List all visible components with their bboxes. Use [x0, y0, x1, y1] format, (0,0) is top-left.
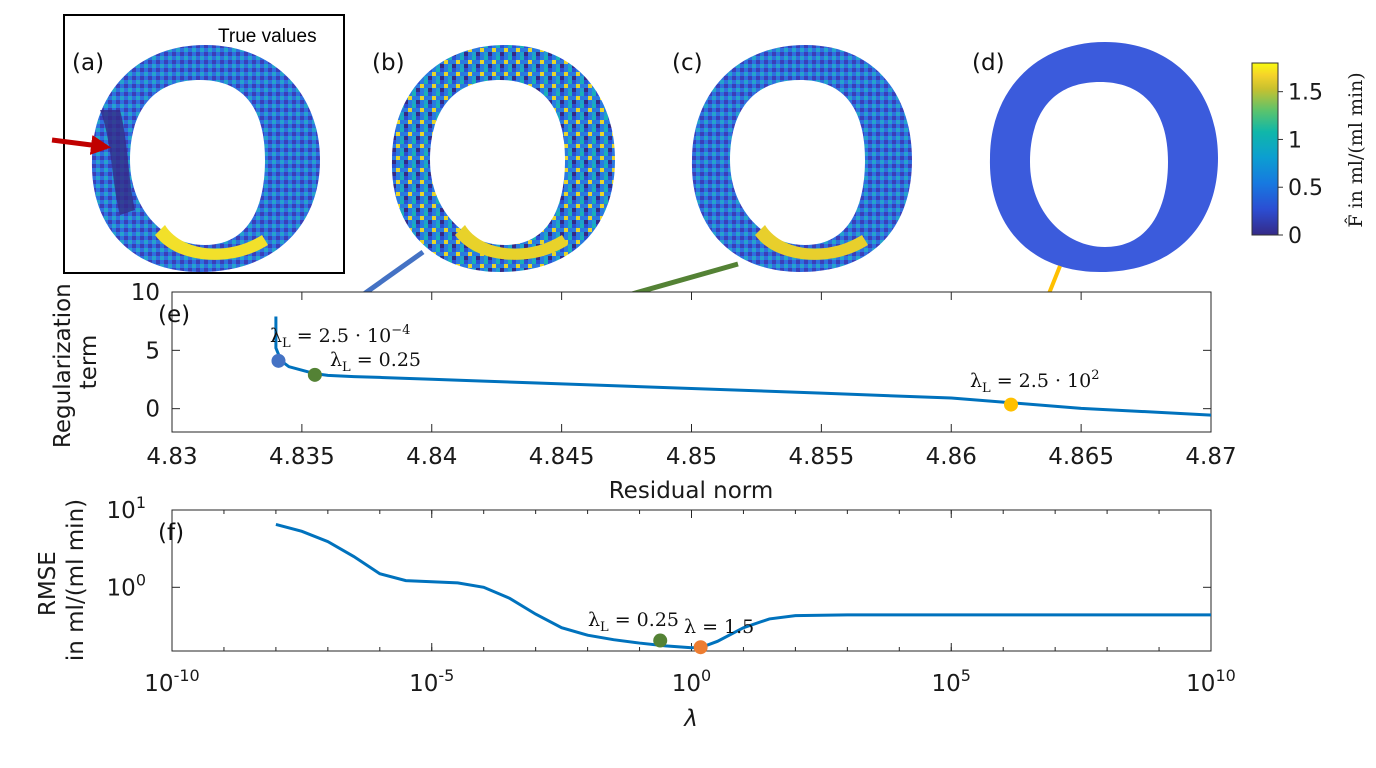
chart-e-xtick-label: 4.84: [406, 444, 457, 470]
chart-e-curve: [274, 316, 1212, 417]
ring-a-hot-region: [155, 225, 268, 260]
chart-f-marker-1: [653, 633, 668, 648]
panel-a: (a) True values: [51, 14, 345, 274]
panel-label-f: (f): [158, 520, 184, 546]
annotation-e-marker2: λL = 0.25: [330, 349, 421, 375]
chart-f-ytick-label: 101: [107, 493, 146, 524]
chart-e-ytick-label: 5: [145, 338, 160, 364]
panel-label-e: (e): [158, 302, 190, 328]
chart-f-axes: [171, 509, 1212, 652]
chart-e-ylabel-line2: term: [76, 335, 102, 390]
chart-e-xtick-label: 4.865: [1048, 444, 1114, 470]
chart-e-ytick-label: 10: [131, 280, 160, 306]
chart-e-marker-1: [271, 353, 286, 368]
ring-b: [391, 45, 615, 272]
chart-e-xtick-label: 4.835: [269, 444, 335, 470]
panel-b: (b): [372, 45, 615, 272]
panel-label-a: (a): [72, 50, 104, 76]
panel-c: (c): [672, 45, 912, 272]
chart-f-ytick-label: 100: [107, 570, 146, 601]
chart-e-xtick-label: 4.83: [146, 444, 197, 470]
chart-f-marker-2: [693, 640, 708, 655]
chart-f-curve: [275, 523, 1211, 650]
annotation-f-marker1: λL = 0.25: [588, 609, 679, 635]
chart-e-ylabel-line1: Regularization: [50, 283, 76, 448]
chart-f: 10-10 10-5 100 105 1010 101 100 (f) λ RMSE in …: [35, 493, 1236, 732]
colorbar-label: F̂ in ml/(ml min): [1345, 72, 1367, 227]
ring-c: [691, 45, 912, 272]
chart-e: 4.83 4.835 4.84 4.845 4.85 4.855 4.86 4.865 4.87…: [50, 276, 1237, 504]
chart-f-ylabel: RMSE in ml/(ml min): [35, 499, 89, 661]
chart-e-marker-2: [307, 367, 322, 382]
chart-f-ylabel-line2: in ml/(ml min): [63, 499, 89, 661]
chart-f-xtick-label: 10-10: [144, 666, 199, 697]
red-arrow: [51, 135, 111, 155]
colorbar-tick-label: 1: [1288, 128, 1302, 153]
colorbar-tick-label: 0: [1288, 224, 1302, 249]
panel-label-d: (d): [972, 50, 1005, 76]
chart-e-ylabel: Regularization term: [50, 276, 102, 448]
colorbar: 0 0.5 1 1.5 F̂ in ml/(ml min): [1251, 62, 1367, 249]
chart-f-xtick-label: 100: [672, 666, 711, 697]
chart-e-xtick-label: 4.86: [926, 444, 977, 470]
ring-b-hot-region: [455, 225, 568, 260]
ring-d: [989, 42, 1218, 272]
colorbar-gradient: [1251, 62, 1279, 236]
chart-e-xlabel: Residual norm: [609, 478, 774, 504]
annotation-e-marker3: λL = 2.5 · 102: [970, 368, 1099, 396]
chart-f-xtick-label: 105: [932, 666, 971, 697]
chart-e-xtick-label: 4.87: [1185, 444, 1236, 470]
annotation-f-marker2: λ = 1.5: [684, 616, 754, 638]
panel-d: (d): [972, 42, 1218, 272]
annotation-e-marker1: λL = 2.5 · 10−4: [270, 323, 410, 351]
colorbar-tick-label: 1.5: [1288, 81, 1323, 106]
panel-label-c: (c): [672, 50, 703, 76]
chart-f-ylabel-line1: RMSE: [35, 551, 61, 616]
chart-f-xtick-label: 10-5: [409, 666, 454, 697]
chart-e-axes: [171, 291, 1212, 433]
chart-f-xtick-label: 1010: [1186, 666, 1236, 697]
ring-true-values: [91, 45, 320, 272]
colorbar-tick-label: 0.5: [1288, 176, 1323, 201]
chart-e-xtick-label: 4.85: [666, 444, 717, 470]
ring-c-hot-region: [755, 225, 868, 260]
chart-f-xlabel: λ: [682, 706, 698, 732]
panel-label-b: (b): [372, 50, 405, 76]
chart-e-ytick-label: 0: [145, 397, 160, 423]
chart-e-xtick-label: 4.845: [529, 444, 595, 470]
true-values-label: True values: [218, 26, 317, 47]
chart-e-marker-3: [1003, 397, 1018, 412]
chart-e-xtick-label: 4.855: [788, 444, 854, 470]
